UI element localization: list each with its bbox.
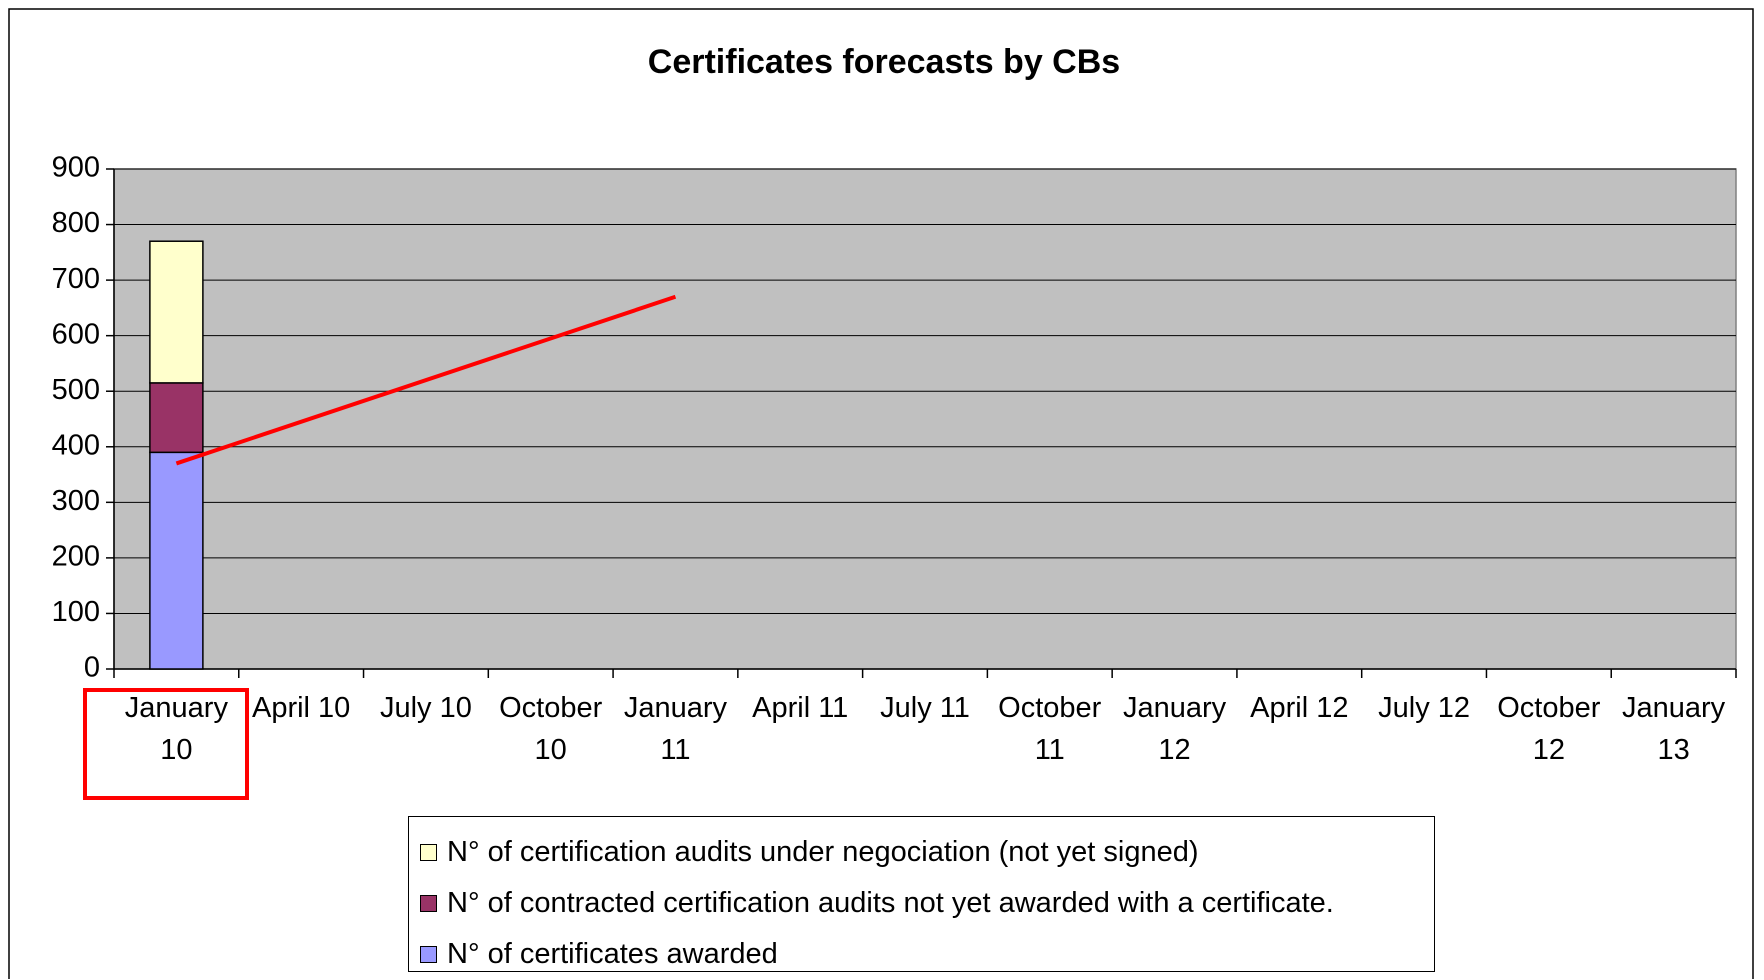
bar-segment [149,382,204,454]
x-tick-label: July 11 [880,692,970,724]
y-tick-label: 100 [52,596,100,628]
x-tick-label: October 10 [499,692,603,766]
y-tick-label: 400 [52,429,100,461]
y-tick-label: 600 [52,318,100,350]
bar-segment [149,451,204,670]
y-tick-label: 300 [52,485,100,517]
x-tick-label: January 13 [1622,692,1726,766]
x-tick-label: January 12 [1122,692,1227,766]
x-tick-label: October 12 [1497,692,1601,766]
legend-label: N° of certification audits under negocia… [447,836,1199,868]
y-tick-label: 900 [52,152,100,184]
y-tick-label: 700 [52,263,100,295]
legend-swatch [420,946,437,963]
x-tick-label: July 12 [1378,692,1471,724]
y-tick-label: 800 [52,207,100,239]
y-tick-label: 0 [84,652,100,684]
legend-item: N° of certification audits under negocia… [409,827,1434,878]
x-tick-label: April 12 [1250,692,1349,724]
x-tick-label: January 11 [623,692,728,766]
y-tick-label: 200 [52,541,100,573]
legend-item: N° of certificates awarded [409,929,1434,980]
x-tick-label: April 11 [752,692,849,724]
legend-label: N° of contracted certification audits no… [447,887,1334,919]
chart-title: Certificates forecasts by CBs [648,43,1120,81]
x-tick-label: October 11 [998,692,1102,766]
legend-swatch [420,895,437,912]
highlight-box [83,688,249,800]
plot-area [113,168,1737,670]
legend-swatch [420,844,437,861]
x-tick-label: July 10 [379,692,472,724]
y-tick-label: 500 [52,374,100,406]
bar-segment [149,240,204,384]
legend: N° of certification audits under negocia… [408,816,1435,972]
x-tick-label: April 10 [251,692,351,724]
trend-line [175,294,677,466]
legend-label: N° of certificates awarded [447,938,778,970]
x-tick-label: January 10 [124,692,228,766]
legend-item: N° of contracted certification audits no… [409,878,1434,929]
